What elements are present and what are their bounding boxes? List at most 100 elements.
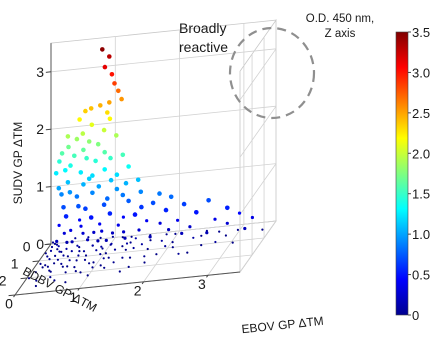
data-point-14 <box>65 180 71 185</box>
data-point-7 <box>63 168 68 173</box>
data-point-46 <box>63 214 69 219</box>
data-point-148 <box>160 239 163 242</box>
data-point-142 <box>250 215 254 220</box>
data-point-182 <box>128 256 132 259</box>
data-point-188 <box>92 261 95 264</box>
data-point-172 <box>214 240 217 244</box>
data-point-55 <box>101 202 107 207</box>
grid-line-y-floor-2 <box>26 254 253 279</box>
x-axis-label: EBOV GP ΔTM <box>241 314 324 337</box>
data-point-137 <box>110 242 113 245</box>
data-point-140 <box>171 241 174 244</box>
data-point-16 <box>53 242 57 245</box>
data-point-80 <box>69 228 73 232</box>
data-point-167 <box>164 245 167 248</box>
data-point-107 <box>200 234 203 237</box>
data-point-207 <box>79 271 82 274</box>
side-wall-pane <box>239 18 277 274</box>
data-point-168 <box>77 254 80 257</box>
data-point-150 <box>46 255 49 258</box>
colorbar-tick-label-5: 2.5 <box>412 106 430 121</box>
data-point-122 <box>194 210 199 215</box>
data-point-48 <box>88 106 94 111</box>
data-point-5 <box>66 144 71 150</box>
data-point-200 <box>143 261 146 264</box>
data-point-68 <box>79 224 83 228</box>
data-point-1 <box>53 171 59 176</box>
data-point-33 <box>90 190 95 196</box>
data-point-84 <box>100 47 105 52</box>
data-point-179 <box>155 253 158 256</box>
data-point-6 <box>59 151 65 156</box>
data-point-66 <box>120 192 126 198</box>
data-point-65 <box>123 180 129 186</box>
data-point-139 <box>78 250 81 253</box>
z-tick-mark-0 <box>45 243 52 246</box>
data-point-185 <box>186 251 189 254</box>
data-point-17 <box>111 235 114 238</box>
data-point-163 <box>84 254 88 257</box>
z-tick-mark-1 <box>45 186 52 188</box>
colorbar-tick-label-3: 1.5 <box>412 187 430 202</box>
data-point-22 <box>81 182 86 187</box>
data-point-59 <box>57 223 61 227</box>
data-point-195 <box>112 261 115 264</box>
data-point-174 <box>39 262 42 265</box>
data-point-98 <box>157 191 162 196</box>
data-point-54 <box>114 186 120 192</box>
data-point-63 <box>114 133 119 138</box>
data-point-41 <box>95 141 101 147</box>
data-point-211 <box>35 279 38 282</box>
data-point-130 <box>123 236 127 240</box>
data-point-126 <box>60 250 63 253</box>
data-point-189 <box>143 255 146 258</box>
grid-line-z-side-1 <box>239 163 277 215</box>
data-point-42 <box>102 149 107 155</box>
data-point-3 <box>87 236 90 239</box>
data-point-193 <box>177 252 180 255</box>
colorbar-tick-label-0: 0 <box>412 308 419 323</box>
grid-line-y-floor-1 <box>38 237 265 262</box>
data-point-152 <box>192 236 195 239</box>
data-point-116 <box>137 228 141 232</box>
data-point-62 <box>107 116 113 122</box>
grid-line-x-floor-2 <box>143 230 180 283</box>
data-point-110 <box>70 240 74 244</box>
data-point-108 <box>122 230 126 234</box>
data-point-206 <box>127 265 130 268</box>
data-point-147 <box>205 231 209 235</box>
data-point-118 <box>134 237 137 240</box>
data-point-74 <box>126 164 131 169</box>
data-point-76 <box>126 198 131 204</box>
data-point-175 <box>53 262 56 265</box>
data-point-159 <box>104 252 107 255</box>
colorbar-tick-label-1: 0.5 <box>412 268 430 283</box>
data-point-158 <box>95 249 98 252</box>
data-point-50 <box>105 110 110 115</box>
data-point-2 <box>51 241 55 244</box>
data-point-201 <box>91 266 94 269</box>
y-tick-label-0: 0 <box>23 239 31 255</box>
data-point-187 <box>60 262 63 265</box>
z-axis-ticks: 0 1 2 3 <box>36 64 52 252</box>
data-point-117 <box>86 238 90 242</box>
z-tick-label-1: 1 <box>36 179 44 195</box>
data-point-184 <box>41 266 44 269</box>
data-point-32 <box>86 176 92 182</box>
grid-line-z-back-2 <box>50 105 277 130</box>
data-point-53 <box>105 196 110 201</box>
z-tick-mark-3 <box>45 71 52 73</box>
x-tick-label-3: 3 <box>198 276 206 292</box>
data-point-102 <box>100 229 104 233</box>
data-point-18 <box>74 136 80 142</box>
data-point-39 <box>83 108 88 114</box>
data-point-57 <box>88 215 94 220</box>
data-point-90 <box>158 221 162 225</box>
data-point-49 <box>101 127 107 133</box>
data-point-24 <box>130 235 133 238</box>
data-point-210 <box>118 270 121 273</box>
z-tick-label-3: 3 <box>36 64 44 80</box>
data-point-78 <box>132 212 138 217</box>
z-tick-label-2: 2 <box>36 121 44 137</box>
